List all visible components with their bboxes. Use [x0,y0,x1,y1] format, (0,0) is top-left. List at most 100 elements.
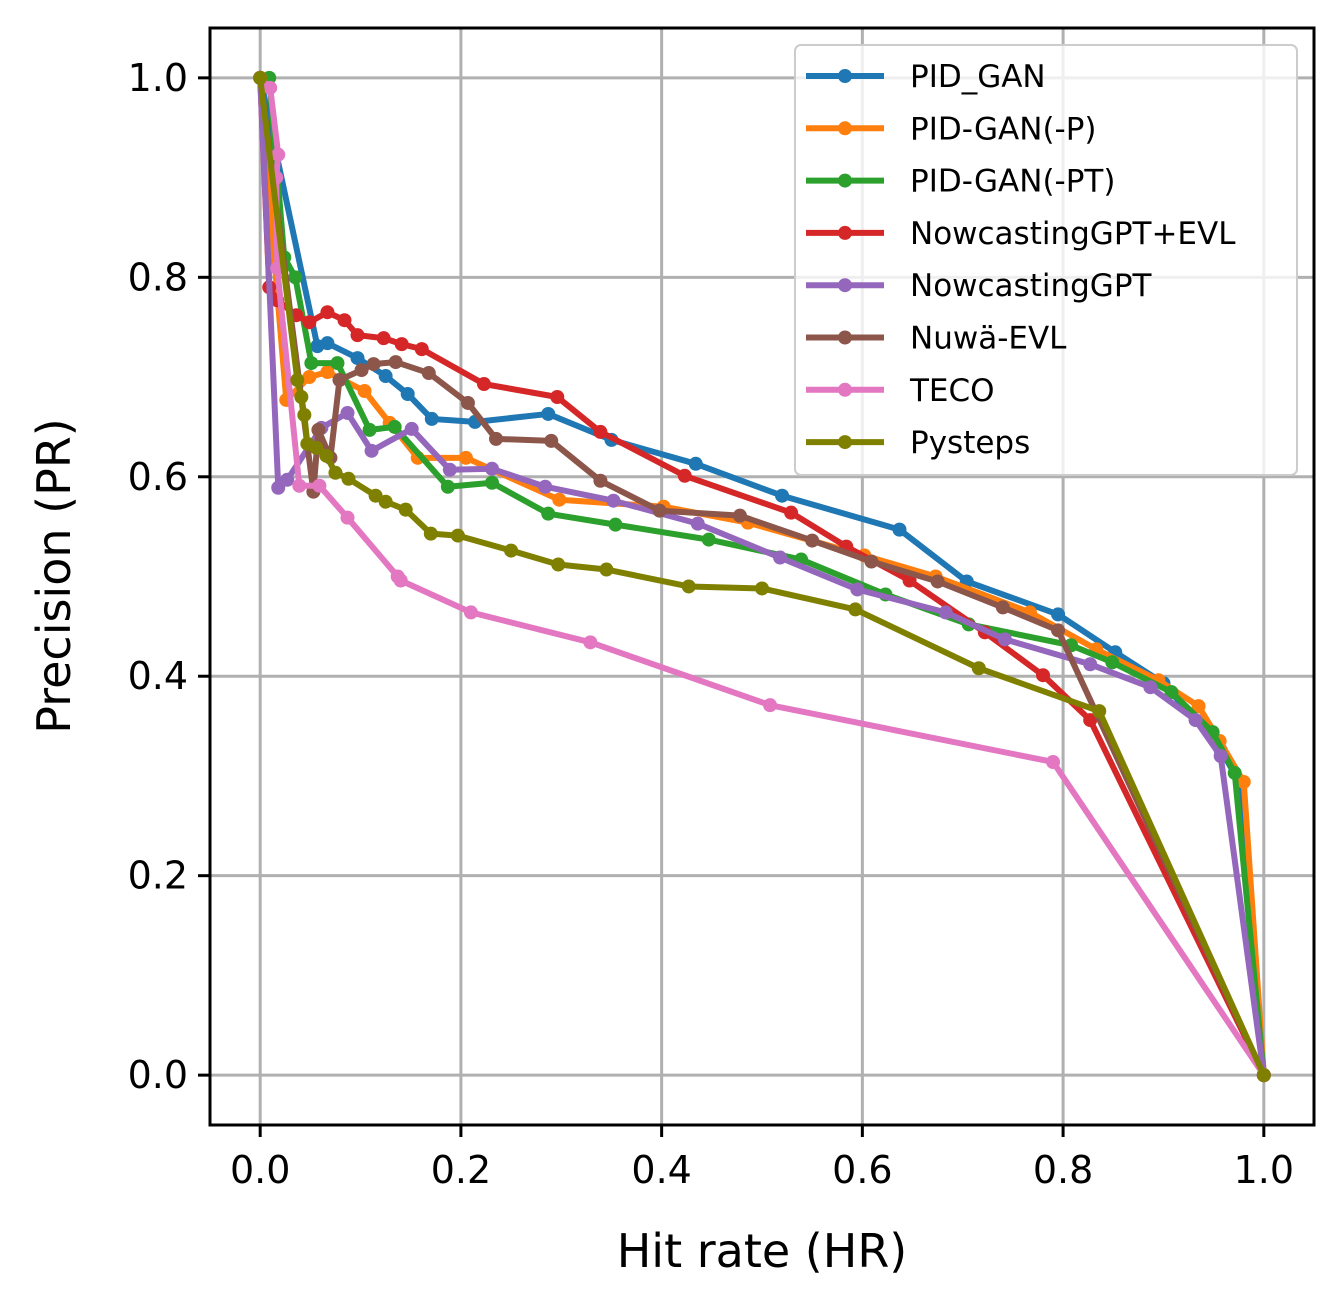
data-point [393,573,408,588]
data-point [681,579,696,594]
data-point [1143,680,1158,695]
x-tick-label: 0.0 [230,1148,290,1192]
data-point [376,331,391,346]
data-point [1236,774,1251,789]
data-point [485,475,500,490]
data-point [864,554,879,569]
data-point [677,468,692,483]
data-point [442,462,457,477]
data-point [1105,655,1120,670]
legend-entry: Nuwä-EVL [806,321,1067,357]
data-point [357,384,372,399]
data-point [400,386,415,401]
legend-swatch-marker [838,278,852,293]
data-point [701,532,716,547]
legend-label: PID-GAN(-PT) [910,164,1115,200]
data-point [320,336,335,351]
data-point [938,605,953,620]
data-point [271,480,286,495]
data-point [340,405,355,420]
data-point [440,479,455,494]
data-point [1092,704,1107,719]
data-point [423,526,438,541]
data-point [1227,765,1242,780]
data-point [892,522,907,537]
data-point [320,365,335,380]
legend-entry: NowcastingGPT+EVL [806,216,1236,252]
data-point [280,472,295,487]
data-point [550,389,565,404]
data-point [805,533,820,548]
data-point [541,506,556,521]
data-point [388,355,403,370]
data-point [366,357,381,372]
legend-swatch-marker [838,69,852,83]
data-point [288,270,303,285]
data-point [421,366,436,381]
data-point [319,448,334,463]
data-point [253,70,268,85]
legend-swatch-marker [838,173,852,188]
data-point [354,363,369,378]
data-point [775,488,790,503]
data-point [606,493,621,508]
y-tick-label: 0.0 [128,1053,188,1097]
data-point [1191,699,1206,714]
data-point [1051,623,1066,638]
data-point [378,369,393,384]
data-point [544,433,559,448]
legend-entry: Pysteps [806,425,1030,461]
data-point [387,419,402,434]
legend-swatch-marker [838,225,852,240]
data-point [332,373,347,388]
data-point [362,422,377,437]
legend-entry: NowcastingGPT [806,268,1153,304]
legend-swatch-marker [838,121,852,136]
legend-label: Pysteps [910,425,1030,461]
y-tick-label: 0.4 [128,654,188,698]
data-point [1164,685,1179,700]
data-point [995,600,1010,615]
data-point [1051,607,1066,622]
data-point [583,635,598,650]
data-point [263,80,278,95]
x-tick-label: 0.2 [431,1148,491,1192]
data-point [394,337,409,352]
data-point [485,461,500,476]
data-point [340,510,355,525]
series-layer [253,70,1271,1083]
ticks: 0.0 0.2 0.4 0.6 0.8 1.0 0.0 0.2 0.4 0.6 0.8 1.0 [128,56,1294,1192]
data-point [784,505,799,520]
y-tick-label: 0.2 [128,854,188,898]
data-point [593,424,608,439]
series-pysteps [253,70,1271,1083]
data-point [652,503,667,518]
legend-label: NowcastingGPT [910,268,1153,304]
data-point [463,605,478,620]
data-point [311,422,326,437]
data-point [489,431,504,446]
data-point [404,421,419,436]
data-point [848,602,863,617]
x-tick-label: 1.0 [1234,1148,1294,1192]
data-point [763,698,778,713]
data-point [304,356,319,371]
data-point [450,528,465,543]
y-tick-label: 1.0 [128,56,188,100]
data-point [364,443,379,458]
data-point [320,305,335,320]
data-point [608,517,623,532]
legend-label: Nuwä-EVL [910,321,1067,357]
y-tick-label: 0.6 [128,455,188,499]
legend-swatch-marker [838,330,852,345]
data-point [1036,668,1051,683]
data-point [1083,657,1098,672]
data-point [732,508,747,523]
data-point [460,395,475,410]
data-point [599,562,614,577]
legend-entry: PID-GAN(-P) [806,111,1097,147]
data-point [1046,754,1061,769]
plot-frame [208,26,1316,1127]
legend-entry: PID-GAN(-PT) [806,164,1115,200]
data-point [290,373,305,388]
